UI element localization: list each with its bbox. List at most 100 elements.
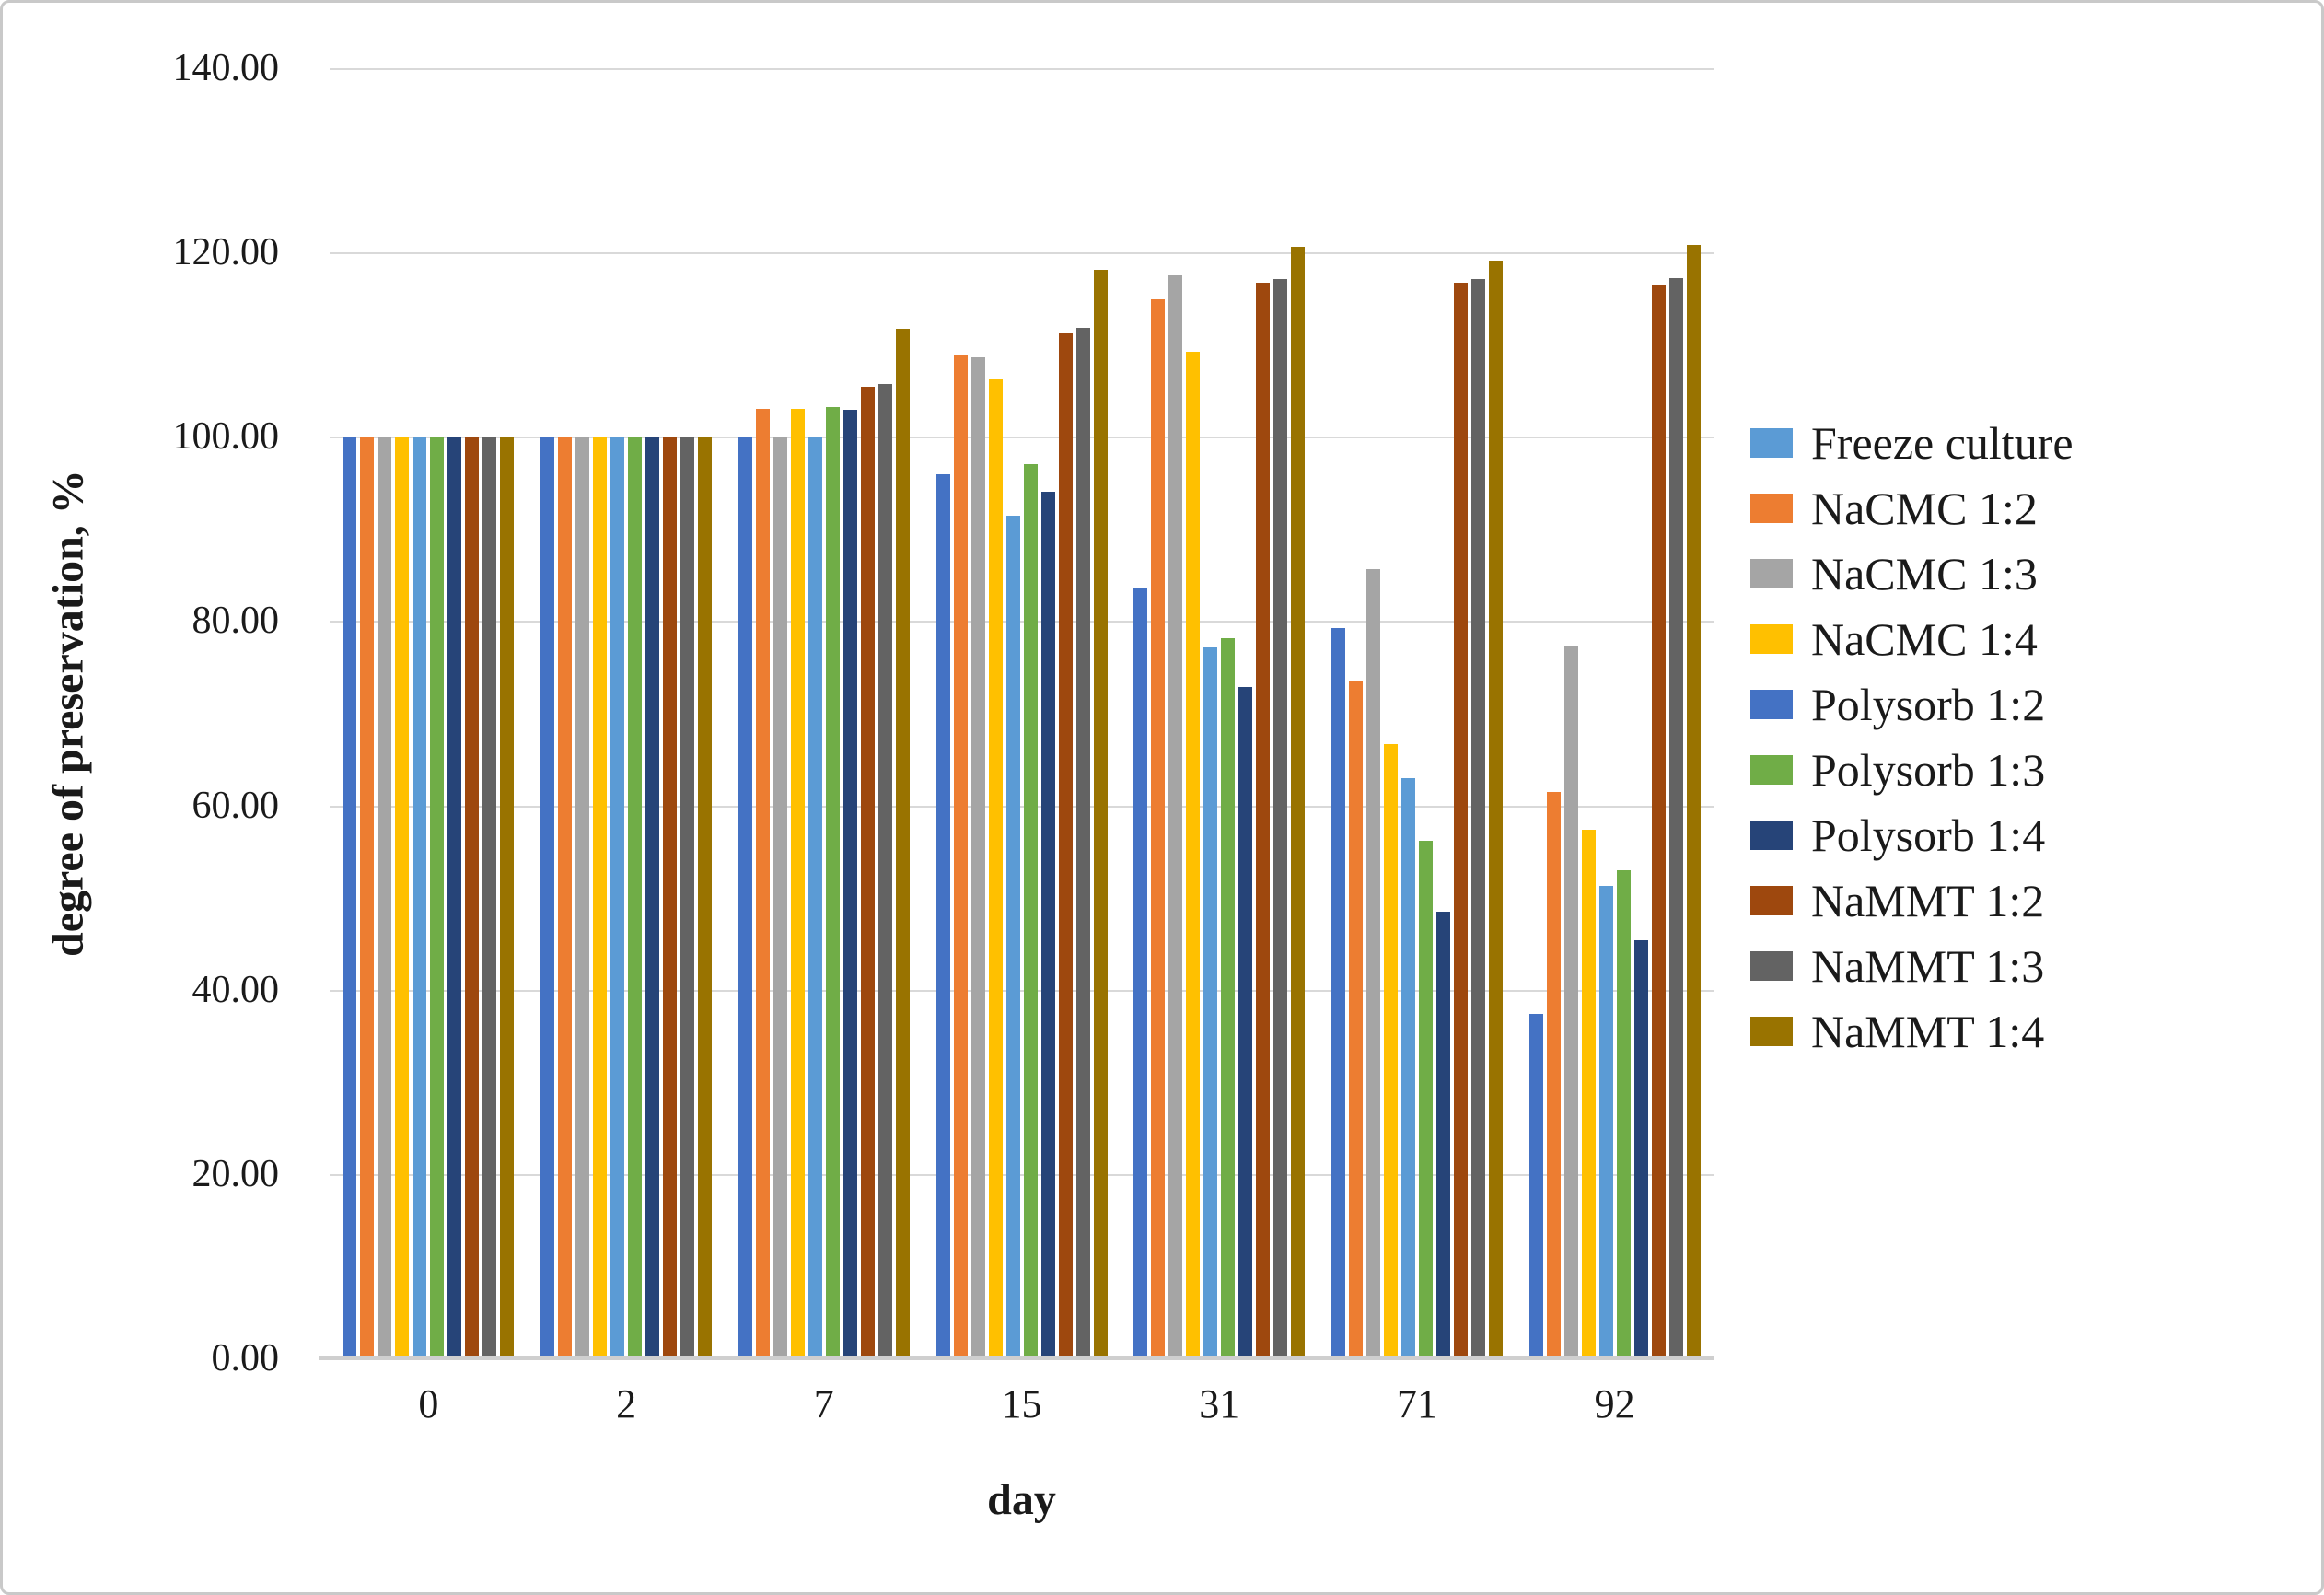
bar-nacmc-1-4-day-2 bbox=[593, 437, 608, 1358]
y-tick-label: 100.00 bbox=[172, 415, 280, 459]
x-tick-label-2: 2 bbox=[616, 1381, 637, 1426]
bar-nacmc-1-4-day-92 bbox=[1581, 829, 1596, 1358]
bar-freeze-culture-day-31 bbox=[1203, 647, 1218, 1358]
x-tick-label-31: 31 bbox=[1199, 1381, 1240, 1426]
bar-groups bbox=[330, 68, 1714, 1358]
bar-nammt-1-2-day-7 bbox=[860, 387, 875, 1358]
bar-nammt-1-2-day-0 bbox=[465, 437, 480, 1358]
bar-nacmc-1-2-day-92 bbox=[1546, 791, 1561, 1358]
bar-nacmc-1-4-day-7 bbox=[790, 409, 805, 1358]
bar-nacmc-1-3-day-0 bbox=[378, 437, 392, 1358]
bar-freeze-culture-day-15 bbox=[1005, 516, 1020, 1358]
bar-nacmc-1-2-day-0 bbox=[360, 437, 375, 1358]
bar-nammt-1-3-day-15 bbox=[1075, 328, 1090, 1358]
bar-nammt-1-2-day-2 bbox=[663, 437, 678, 1358]
bar-freeze-culture-day-0 bbox=[413, 437, 427, 1358]
gridline-40 bbox=[330, 989, 1714, 992]
y-tick-label: 40.00 bbox=[192, 968, 280, 1011]
y-axis-tick-labels: 0.00 20.00 40.00 60.00 80.00 100.00 120.00 140.… bbox=[3, 47, 280, 1380]
bar-group-day-71 bbox=[1319, 68, 1516, 1358]
x-axis-tick-labels: 0 2 7 15 31 71 92 bbox=[330, 1380, 1714, 1427]
legend-label: NaMMT 1:2 bbox=[1811, 874, 2045, 926]
bar-polysorb-1-3-day-2 bbox=[628, 437, 643, 1358]
legend-label: NaCMC 1:4 bbox=[1811, 612, 2038, 665]
bar-freeze-culture-day-7 bbox=[808, 437, 822, 1358]
bar-freeze-culture-day-2 bbox=[610, 437, 625, 1358]
legend-item-freeze-culture: Freeze culture bbox=[1750, 410, 2074, 475]
bar-nacmc-1-2-day-31 bbox=[1151, 299, 1166, 1358]
bar-nacmc-1-4-day-31 bbox=[1186, 352, 1201, 1358]
legend-swatch bbox=[1750, 820, 1793, 850]
bar-nammt-1-3-day-92 bbox=[1668, 278, 1683, 1358]
bar-nacmc-1-4-day-0 bbox=[395, 437, 410, 1358]
legend-label: Polysorb 1:2 bbox=[1811, 678, 2046, 730]
bar-nammt-1-3-day-0 bbox=[482, 437, 497, 1358]
legend-label: NaCMC 1:3 bbox=[1811, 547, 2038, 600]
bar-polysorb-1-3-day-31 bbox=[1221, 638, 1236, 1358]
legend: Freeze culture NaCMC 1:2 NaCMC 1:3 NaCMC 1:… bbox=[1750, 410, 2074, 1064]
bar-nammt-1-4-day-92 bbox=[1686, 245, 1701, 1358]
x-tick-label-92: 92 bbox=[1594, 1381, 1635, 1426]
bar-nacmc-1-3-day-2 bbox=[575, 437, 590, 1358]
gridline-100 bbox=[330, 437, 1714, 439]
legend-label: Polysorb 1:3 bbox=[1811, 743, 2046, 796]
y-tick-label: 120.00 bbox=[172, 231, 280, 274]
legend-item-nammt-1-3: NaMMT 1:3 bbox=[1750, 933, 2074, 998]
bar-nammt-1-3-day-7 bbox=[877, 384, 892, 1358]
bar-group-day-15 bbox=[923, 68, 1121, 1358]
bar-nammt-1-4-day-0 bbox=[500, 437, 515, 1358]
bar-nammt-1-2-day-92 bbox=[1651, 285, 1666, 1358]
gridline-60 bbox=[330, 805, 1714, 808]
gridline-20 bbox=[330, 1173, 1714, 1176]
bar-group-day-2 bbox=[528, 68, 726, 1358]
bar-polysorb-1-2-day-0 bbox=[343, 437, 357, 1358]
bar-nammt-1-3-day-2 bbox=[680, 437, 695, 1358]
legend-item-nacmc-1-2: NaCMC 1:2 bbox=[1750, 475, 2074, 541]
x-tick-label-71: 71 bbox=[1396, 1381, 1437, 1426]
bar-polysorb-1-4-day-2 bbox=[645, 437, 660, 1358]
bar-polysorb-1-4-day-0 bbox=[447, 437, 462, 1358]
y-tick-label: 140.00 bbox=[172, 47, 280, 89]
legend-item-nammt-1-2: NaMMT 1:2 bbox=[1750, 867, 2074, 933]
bar-nammt-1-3-day-71 bbox=[1470, 279, 1485, 1358]
legend-label: NaCMC 1:2 bbox=[1811, 482, 2038, 534]
bar-nammt-1-4-day-31 bbox=[1291, 247, 1306, 1358]
bar-nacmc-1-2-day-7 bbox=[755, 409, 770, 1358]
bar-polysorb-1-4-day-71 bbox=[1435, 911, 1450, 1358]
bar-nammt-1-2-day-15 bbox=[1058, 333, 1073, 1358]
bar-polysorb-1-3-day-7 bbox=[825, 407, 840, 1358]
bar-polysorb-1-2-day-92 bbox=[1528, 1013, 1543, 1358]
legend-item-polysorb-1-4: Polysorb 1:4 bbox=[1750, 802, 2074, 867]
bar-nammt-1-3-day-31 bbox=[1273, 279, 1288, 1358]
legend-item-polysorb-1-2: Polysorb 1:2 bbox=[1750, 671, 2074, 737]
bar-nacmc-1-2-day-71 bbox=[1348, 681, 1363, 1358]
legend-swatch bbox=[1750, 754, 1793, 785]
bar-nammt-1-4-day-7 bbox=[895, 329, 910, 1358]
bar-nacmc-1-3-day-31 bbox=[1168, 275, 1183, 1358]
bar-polysorb-1-3-day-15 bbox=[1023, 464, 1038, 1358]
bar-nacmc-1-4-day-71 bbox=[1383, 743, 1398, 1358]
x-axis-line bbox=[319, 1356, 1714, 1360]
bar-polysorb-1-3-day-92 bbox=[1616, 869, 1631, 1358]
legend-label: NaMMT 1:3 bbox=[1811, 939, 2045, 992]
legend-label: Polysorb 1:4 bbox=[1811, 809, 2046, 861]
bar-nammt-1-2-day-31 bbox=[1256, 283, 1271, 1358]
legend-item-nacmc-1-3: NaCMC 1:3 bbox=[1750, 541, 2074, 606]
gridline-80 bbox=[330, 621, 1714, 623]
legend-swatch bbox=[1750, 950, 1793, 981]
legend-label: Freeze culture bbox=[1811, 416, 2074, 469]
bar-group-day-92 bbox=[1516, 68, 1714, 1358]
y-tick-label: 60.00 bbox=[192, 784, 280, 827]
y-tick-label: 20.00 bbox=[192, 1152, 280, 1195]
legend-item-nacmc-1-4: NaCMC 1:4 bbox=[1750, 606, 2074, 671]
legend-swatch bbox=[1750, 623, 1793, 654]
legend-item-nammt-1-4: NaMMT 1:4 bbox=[1750, 998, 2074, 1064]
gridline-120 bbox=[330, 252, 1714, 255]
bar-polysorb-1-4-day-7 bbox=[842, 410, 857, 1358]
legend-swatch bbox=[1750, 558, 1793, 588]
bar-group-day-0 bbox=[330, 68, 528, 1358]
bar-nacmc-1-2-day-2 bbox=[558, 437, 573, 1358]
bar-polysorb-1-3-day-71 bbox=[1418, 840, 1433, 1358]
plot-area bbox=[319, 68, 1714, 1360]
